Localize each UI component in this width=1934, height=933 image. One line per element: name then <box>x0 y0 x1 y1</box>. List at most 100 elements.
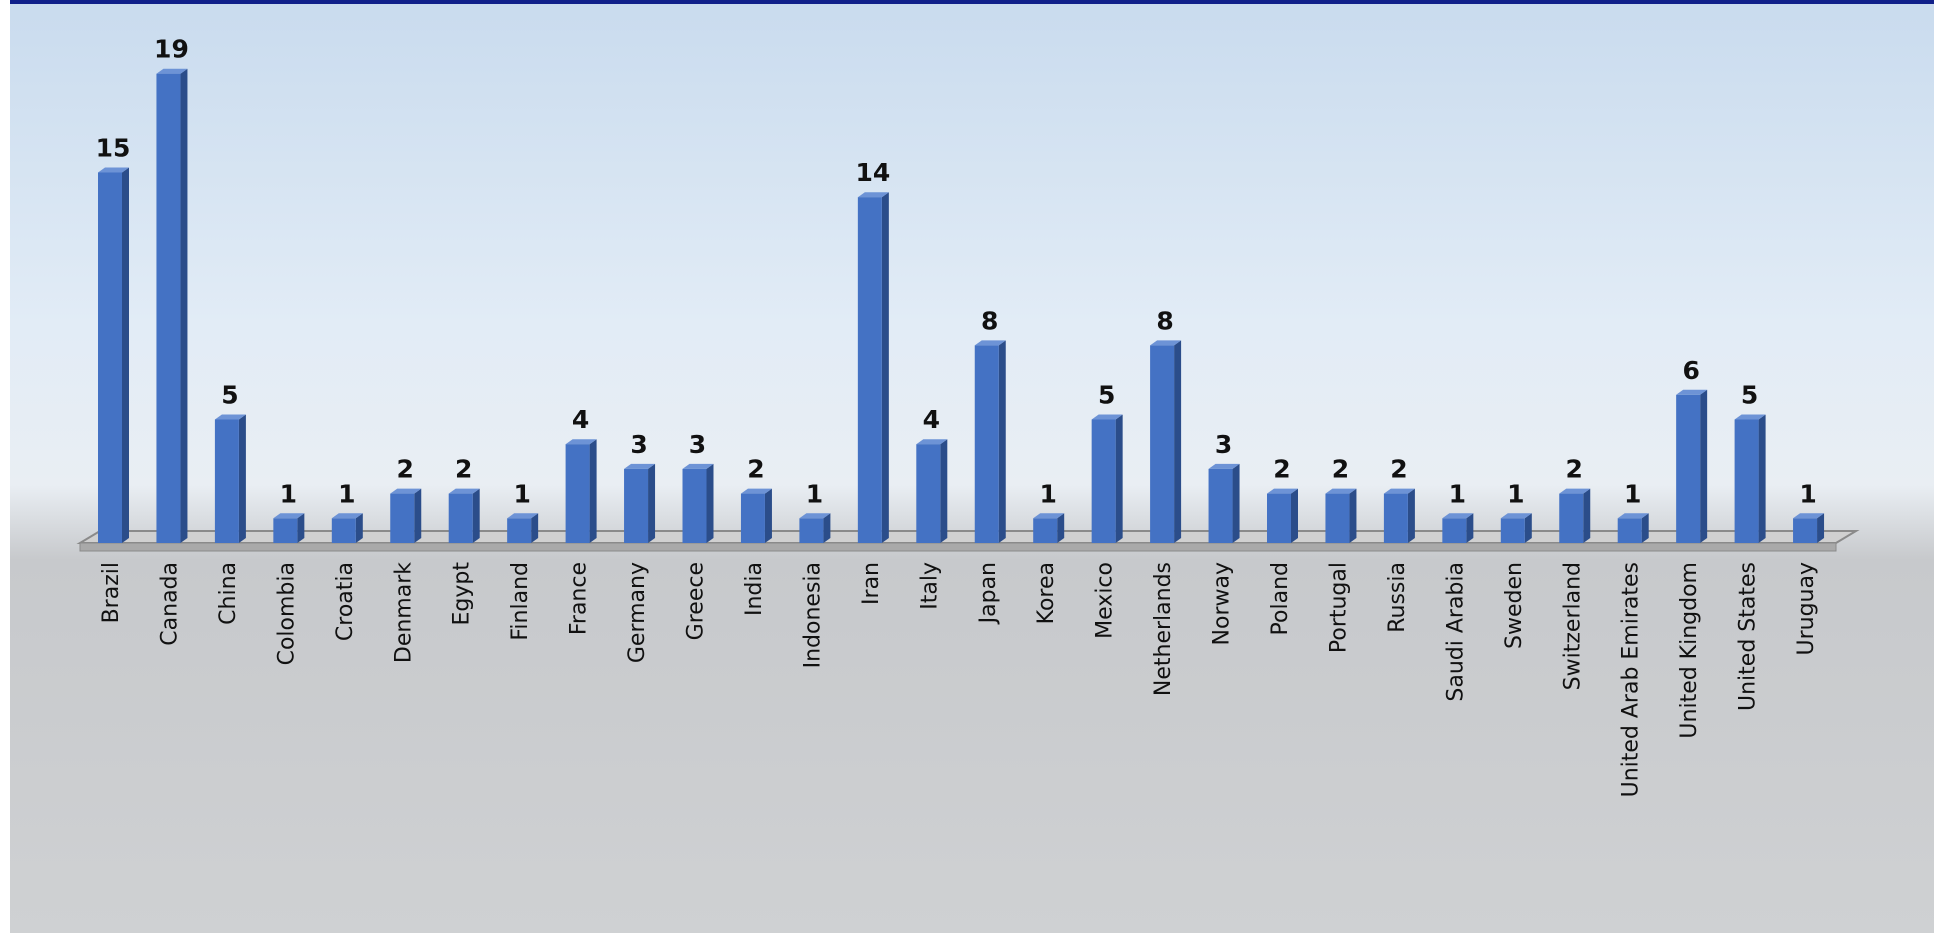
bar <box>331 518 356 543</box>
bar-side <box>472 488 480 543</box>
bar <box>1267 493 1291 543</box>
bar <box>1734 419 1759 543</box>
data-label: 1 <box>1507 479 1524 508</box>
data-label: 5 <box>1741 381 1758 410</box>
bar <box>1559 493 1584 543</box>
data-label: 2 <box>1332 455 1349 484</box>
data-label: 2 <box>747 455 764 484</box>
bar-top <box>1383 488 1415 494</box>
bar <box>1793 518 1818 543</box>
data-label: 3 <box>1215 430 1232 459</box>
data-label: 1 <box>338 479 355 508</box>
x-tick-label: France <box>567 562 592 635</box>
data-label: 15 <box>96 134 131 163</box>
bar <box>1442 518 1467 543</box>
bar-top <box>1150 340 1182 346</box>
bar <box>1676 394 1701 543</box>
left-margin <box>0 0 10 933</box>
x-tick-label: Saudi Arabia <box>1443 562 1468 702</box>
data-label: 2 <box>455 455 472 484</box>
x-tick-label: Norway <box>1210 562 1235 645</box>
bar <box>974 345 999 543</box>
bar <box>1091 419 1116 543</box>
data-label: 4 <box>923 405 940 434</box>
bar-side <box>589 439 597 543</box>
x-tick-label: Italy <box>917 562 942 610</box>
bar <box>1500 518 1525 543</box>
bar-side <box>355 513 363 543</box>
x-tick-label: Germany <box>625 562 650 663</box>
bar-side <box>122 167 129 543</box>
bar <box>916 444 941 543</box>
x-tick-label: Japan <box>976 562 1001 625</box>
bar-side <box>1524 513 1532 543</box>
bar-side <box>764 488 772 543</box>
bar-top <box>507 513 539 519</box>
bar <box>682 468 707 543</box>
bar <box>1325 493 1350 543</box>
bar-side <box>823 513 831 543</box>
bar-top <box>98 167 129 173</box>
x-tick-label: Korea <box>1034 562 1059 624</box>
bar-side <box>940 439 948 543</box>
bar <box>1208 468 1233 543</box>
data-label: 5 <box>1098 381 1115 410</box>
data-label: 2 <box>397 455 414 484</box>
bar <box>740 493 765 543</box>
data-label: 14 <box>855 158 890 187</box>
bar-side <box>238 414 246 543</box>
bar-top <box>1793 513 1825 519</box>
bar-side <box>1115 414 1123 543</box>
bar-top <box>974 340 1006 346</box>
bar-side <box>1817 513 1825 543</box>
bar-side <box>1232 463 1240 543</box>
bar-top <box>1559 488 1591 494</box>
x-tick-label: Greece <box>684 562 709 640</box>
bar <box>507 518 532 543</box>
bar-top <box>156 68 188 74</box>
x-tick-label: Iran <box>859 562 884 605</box>
bar <box>273 518 298 543</box>
bar <box>1617 518 1642 543</box>
bar-side <box>998 340 1006 543</box>
bar <box>390 493 415 543</box>
bar-side <box>1641 513 1649 543</box>
bar-top <box>1091 414 1123 420</box>
x-tick-label: Indonesia <box>800 562 825 668</box>
bar-side <box>180 68 188 543</box>
data-label: 1 <box>1449 479 1466 508</box>
data-label: 1 <box>513 479 530 508</box>
data-label: 8 <box>1156 306 1173 335</box>
x-tick-label: Mexico <box>1093 562 1118 639</box>
data-label: 6 <box>1682 356 1699 385</box>
bar-top <box>1500 513 1532 519</box>
bar <box>1383 493 1408 543</box>
bar-top <box>1676 389 1708 395</box>
bar-top <box>1617 513 1649 519</box>
bar-side <box>1407 488 1415 543</box>
bar-side <box>1057 513 1065 543</box>
bar-top <box>273 513 305 519</box>
bar-top <box>1033 513 1065 519</box>
bar <box>624 468 649 543</box>
bar <box>98 172 122 543</box>
bar-side <box>1466 513 1474 543</box>
x-tick-label: Finland <box>508 562 533 641</box>
bar-top <box>565 439 597 445</box>
bar <box>799 518 824 543</box>
top-border <box>0 0 1934 4</box>
bar <box>448 493 473 543</box>
bar <box>857 197 882 543</box>
bar <box>565 444 590 543</box>
data-label: 2 <box>1566 455 1583 484</box>
data-label: 2 <box>1273 455 1290 484</box>
x-tick-label: Sweden <box>1502 562 1527 649</box>
bar-side <box>1174 340 1182 543</box>
data-label: 5 <box>221 381 238 410</box>
bar-side <box>648 463 656 543</box>
data-label: 1 <box>1039 479 1056 508</box>
x-tick-label: Brazil <box>99 562 124 623</box>
data-label: 3 <box>630 430 647 459</box>
